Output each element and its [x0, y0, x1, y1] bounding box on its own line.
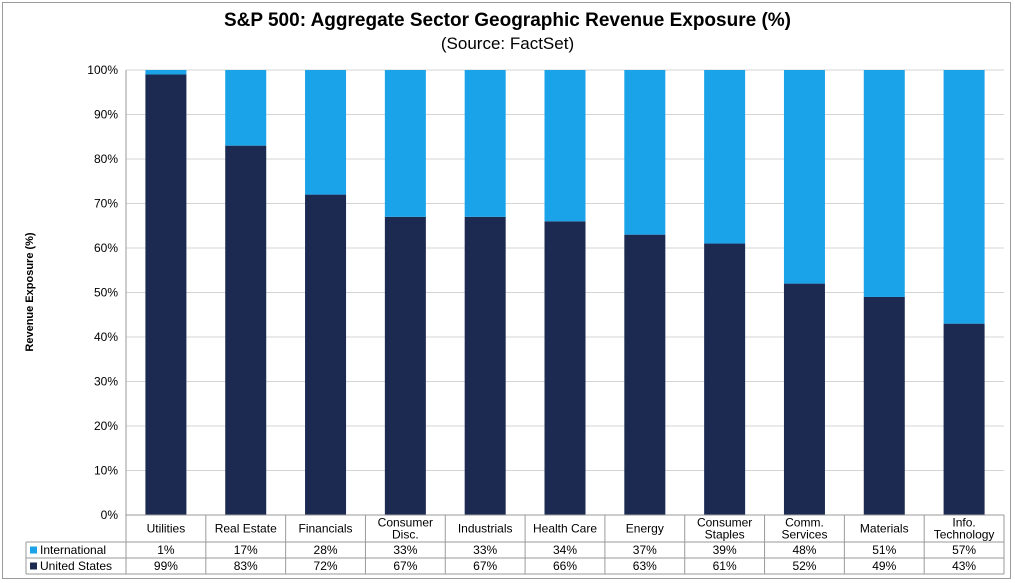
bar-united-states: [225, 145, 267, 515]
bar-united-states: [704, 243, 746, 516]
data-label-united-states: 52%: [792, 559, 816, 573]
y-tick-label: 60%: [94, 241, 118, 255]
bar-united-states: [624, 234, 666, 515]
bar-united-states: [544, 221, 586, 516]
legend-swatch-international: [30, 546, 37, 554]
x-category-label: Industrials: [458, 522, 513, 536]
bar-international: [783, 70, 825, 284]
chart-title: S&P 500: Aggregate Sector Geographic Rev…: [223, 10, 791, 31]
y-tick-label: 80%: [94, 152, 118, 166]
legend-label-united-states: United States: [40, 559, 112, 573]
y-tick-label: 100%: [87, 63, 118, 77]
x-category-label: Disc.: [392, 528, 419, 542]
data-label-international: 33%: [473, 543, 497, 557]
x-category-label: Health Care: [533, 522, 597, 536]
data-label-united-states: 83%: [234, 559, 258, 573]
x-category-label: Energy: [626, 522, 664, 536]
bar-united-states: [863, 296, 905, 515]
x-category-label: Materials: [860, 522, 909, 536]
bar-united-states: [145, 74, 187, 515]
data-label-international: 34%: [553, 543, 577, 557]
x-category-label: Technology: [934, 528, 995, 542]
bar-united-states: [943, 323, 985, 515]
y-tick-label: 40%: [94, 330, 118, 344]
bar-international: [225, 70, 267, 146]
data-label-united-states: 63%: [633, 559, 657, 573]
x-category-label: Info.: [952, 516, 975, 530]
bar-international: [145, 70, 187, 75]
legend-swatch-united-states: [30, 562, 37, 570]
bar-international: [704, 70, 746, 244]
x-category-label: Consumer: [378, 516, 433, 530]
data-label-united-states: 61%: [713, 559, 737, 573]
data-label-international: 57%: [952, 543, 976, 557]
x-category-label: Consumer: [697, 516, 752, 530]
bar-united-states: [783, 283, 825, 515]
y-tick-label: 90%: [94, 108, 118, 122]
data-label-international: 1%: [157, 543, 175, 557]
bar-united-states: [384, 216, 426, 515]
data-label-united-states: 67%: [473, 559, 497, 573]
x-category-label: Utilities: [147, 522, 186, 536]
bar-international: [943, 70, 985, 324]
data-label-international: 37%: [633, 543, 657, 557]
y-tick-label: 30%: [94, 375, 118, 389]
data-label-united-states: 99%: [154, 559, 178, 573]
x-category-label: Services: [781, 528, 827, 542]
data-label-united-states: 67%: [393, 559, 417, 573]
data-label-united-states: 72%: [314, 559, 338, 573]
y-tick-label: 20%: [94, 419, 118, 433]
bar-united-states: [305, 194, 347, 515]
x-category-label: Staples: [705, 528, 745, 542]
data-label-international: 33%: [393, 543, 417, 557]
legend-label-international: International: [40, 543, 106, 557]
y-tick-label: 10%: [94, 464, 118, 478]
data-label-international: 17%: [234, 543, 258, 557]
bar-united-states: [464, 216, 506, 515]
y-tick-label: 50%: [94, 286, 118, 300]
data-label-united-states: 43%: [952, 559, 976, 573]
data-label-international: 48%: [792, 543, 816, 557]
x-category-label: Financials: [299, 522, 353, 536]
bar-international: [863, 70, 905, 297]
x-category-label: Comm.: [785, 516, 824, 530]
data-label-international: 28%: [314, 543, 338, 557]
y-tick-label: 70%: [94, 197, 118, 211]
data-label-international: 39%: [713, 543, 737, 557]
bar-international: [624, 70, 666, 235]
x-category-label: Real Estate: [215, 522, 277, 536]
bar-international: [305, 70, 347, 195]
data-label-international: 51%: [872, 543, 896, 557]
bar-international: [384, 70, 426, 217]
data-label-united-states: 66%: [553, 559, 577, 573]
y-tick-label: 0%: [101, 508, 119, 522]
bar-international: [464, 70, 506, 217]
data-label-united-states: 49%: [872, 559, 896, 573]
bar-international: [544, 70, 586, 222]
chart-subtitle: (Source: FactSet): [440, 34, 575, 53]
